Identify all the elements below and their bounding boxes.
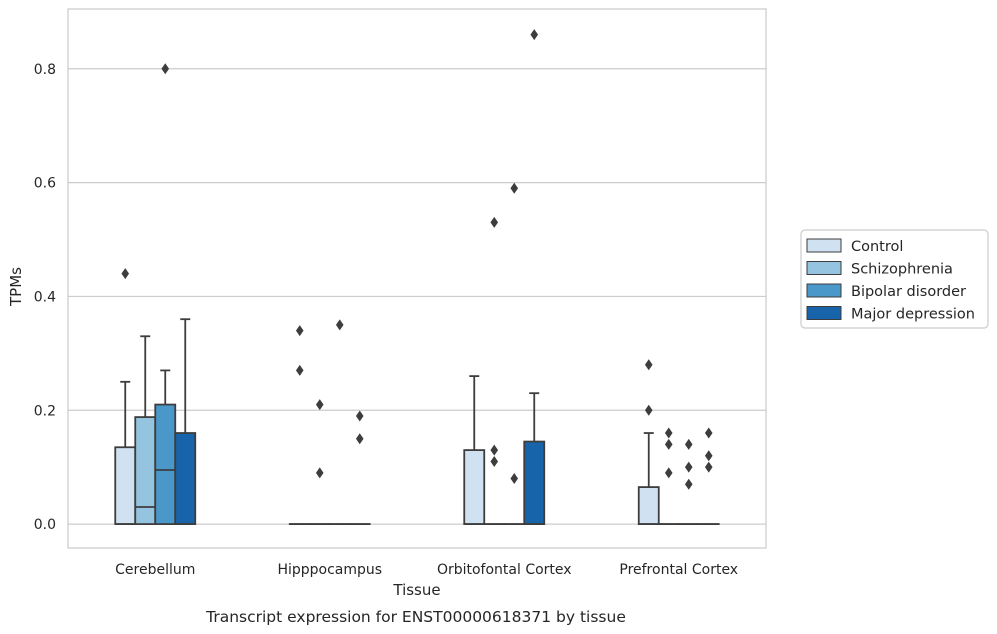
box-body <box>134 416 157 525</box>
y-axis-label: TPMs <box>7 267 25 307</box>
legend-label: Bipolar disorder <box>851 284 966 300</box>
outlier-point <box>684 461 693 473</box>
legend-label: Control <box>851 239 903 255</box>
outlier-point <box>315 399 324 411</box>
outlier-point <box>355 410 364 422</box>
box-group <box>523 29 546 525</box>
box-group <box>348 410 371 526</box>
y-tick-label: 0.2 <box>34 403 56 419</box>
outlier-point <box>684 438 693 450</box>
box-group <box>637 359 660 525</box>
outlier-point <box>704 450 713 462</box>
y-tick-label: 0.4 <box>34 289 56 305</box>
box-body <box>174 432 197 525</box>
legend-swatch <box>806 283 842 298</box>
outlier-point <box>490 455 499 467</box>
x-tick-label: Orbitofontal Cortex <box>437 562 572 578</box>
outlier-point <box>161 63 170 75</box>
outlier-point <box>295 325 304 337</box>
box-body <box>523 440 546 525</box>
x-tick-label: Cerebellum <box>115 562 195 578</box>
box-body <box>637 486 660 525</box>
x-axis-ticks: Cerebellum Hipppocampus Orbitofontal Corte… <box>115 562 738 578</box>
outlier-point <box>684 478 693 490</box>
outlier-point <box>704 461 713 473</box>
outlier-point <box>335 319 344 331</box>
box-group <box>657 427 680 526</box>
x-tick-label: Hipppocampus <box>277 562 382 578</box>
box-group <box>154 63 177 525</box>
box-group <box>503 182 526 526</box>
outlier-point <box>490 444 499 456</box>
outlier-point <box>664 427 673 439</box>
legend-swatch <box>806 306 842 320</box>
outlier-point <box>530 29 539 41</box>
box-group <box>114 268 137 525</box>
x-tick-label: Prefrontal Cortex <box>619 562 738 578</box>
outlier-point <box>510 473 519 485</box>
y-axis-ticks: 0.0 0.2 0.4 0.6 0.8 <box>34 62 56 533</box>
box-group <box>463 375 486 525</box>
box-groups <box>114 29 720 526</box>
y-tick-label: 0.6 <box>34 176 56 192</box>
legend-label: Major depression <box>851 307 975 323</box>
box-group <box>328 319 351 526</box>
outlier-point <box>704 427 713 439</box>
outlier-point <box>295 364 304 376</box>
box-body <box>114 446 137 525</box>
box-group <box>483 216 506 526</box>
outlier-point <box>315 467 324 479</box>
figure-caption: Transcript expression for ENST0000061837… <box>205 608 626 626</box>
legend-label: Schizophrenia <box>851 262 953 278</box>
plot-area-frame <box>67 8 767 549</box>
outlier-point <box>664 467 673 479</box>
box-group <box>174 318 197 525</box>
legend-swatch <box>806 261 842 275</box>
box-group <box>288 325 311 526</box>
box-group <box>134 335 157 525</box>
y-tick-label: 0.0 <box>34 517 56 533</box>
legend: Control Schizophrenia Bipolar disorder Majo… <box>800 229 989 329</box>
outlier-point <box>510 182 519 194</box>
x-axis-label: Tissue <box>392 581 440 599</box>
outlier-point <box>121 268 130 280</box>
outlier-point <box>355 433 364 445</box>
legend-swatch <box>806 238 842 253</box>
box-body <box>154 403 177 525</box>
box-group <box>308 399 331 526</box>
box-group <box>677 438 700 526</box>
legend-frame <box>800 229 989 329</box>
box-group <box>697 427 720 526</box>
outlier-point <box>490 216 499 228</box>
outlier-point <box>644 359 653 371</box>
y-tick-label: 0.8 <box>34 62 56 78</box>
box-body <box>463 449 486 525</box>
outlier-point <box>644 404 653 416</box>
outlier-point <box>664 438 673 450</box>
